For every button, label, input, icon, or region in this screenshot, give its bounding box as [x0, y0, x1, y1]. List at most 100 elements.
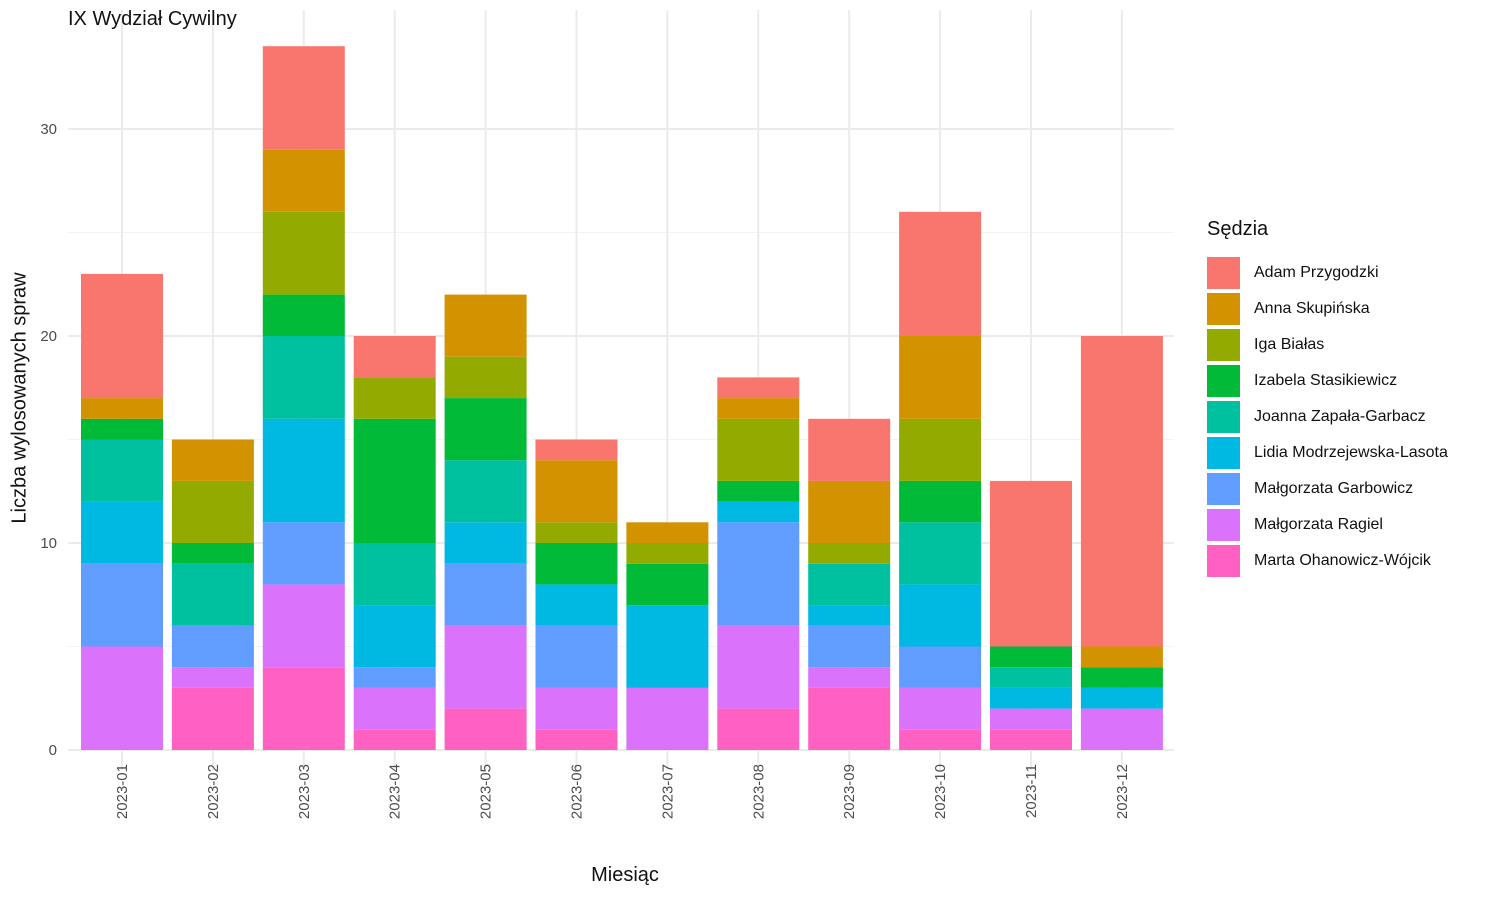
legend-swatch	[1207, 545, 1240, 577]
legend-label: Lidia Modrzejewska-Lasota	[1254, 444, 1448, 461]
legend-item: Lidia Modrzejewska-Lasota	[1207, 435, 1448, 471]
legend-swatch	[1207, 473, 1240, 505]
bar-segment	[171, 667, 254, 688]
bar-segment	[171, 439, 254, 481]
bar-segment	[990, 646, 1072, 668]
bar-segment	[899, 646, 982, 688]
bar-segment	[990, 667, 1072, 688]
bar-segment	[899, 211, 982, 336]
bar-segment	[171, 687, 254, 750]
bar-segment	[171, 480, 254, 543]
x-tick-label: 2023-06	[569, 764, 586, 819]
bar-segment	[353, 729, 436, 750]
bar-segment	[171, 563, 254, 626]
bar-segment	[262, 336, 345, 419]
bar-segment	[353, 605, 436, 668]
legend-swatch	[1207, 509, 1240, 541]
bar-segment	[717, 377, 800, 399]
bar-segment	[717, 501, 800, 523]
bar-segment	[808, 605, 891, 626]
bar-segment	[444, 356, 527, 399]
legend-label: Marta Ohanowicz-Wójcik	[1254, 552, 1431, 569]
chart-title: IX Wydział Cywilny	[68, 8, 237, 30]
bar-segment	[535, 729, 618, 750]
bar-segment	[262, 418, 345, 523]
bar-segment	[535, 625, 618, 688]
legend-item: Małgorzata Garbowicz	[1207, 471, 1448, 507]
legend-label: Małgorzata Ragiel	[1254, 516, 1383, 533]
legend-swatch	[1207, 401, 1240, 433]
bar-segment	[535, 439, 618, 461]
bar-segment	[808, 563, 891, 606]
bar-segment	[262, 149, 345, 212]
bar-segment	[81, 418, 163, 440]
legend-title: Sędzia	[1207, 218, 1269, 240]
bar-segment	[444, 708, 527, 750]
y-tick-label: 10	[40, 535, 57, 552]
y-axis-label: Liczba wylosowanych spraw	[8, 272, 31, 524]
legend-label: Izabela Stasikiewicz	[1254, 372, 1398, 389]
bar-segment	[1080, 336, 1163, 647]
bar-segment	[808, 687, 891, 750]
y-tick-label: 20	[40, 328, 57, 345]
legend-label: Adam Przygodzki	[1254, 264, 1379, 281]
bar-segment	[899, 480, 982, 523]
bar-segment	[81, 501, 163, 564]
legend-item: Adam Przygodzki	[1207, 255, 1448, 291]
x-tick-label: 2023-10	[932, 764, 949, 819]
bar-segment	[353, 687, 436, 730]
bar-segment	[717, 625, 800, 709]
bar-segment	[262, 522, 345, 585]
bar-segment	[444, 460, 527, 523]
bar-segment	[353, 667, 436, 688]
bar-segment	[808, 667, 891, 688]
bar-segment	[81, 398, 163, 419]
bar-segment	[535, 543, 618, 585]
bar-segment	[535, 687, 618, 730]
bar-segment	[1080, 687, 1163, 709]
bar-segment	[1080, 646, 1163, 668]
bar-segment	[535, 522, 618, 543]
bar-segment	[899, 418, 982, 481]
bar-segment	[353, 336, 436, 378]
bar-segment	[626, 687, 709, 750]
bars	[81, 46, 1163, 750]
bar-segment	[899, 522, 982, 585]
legend-label: Iga Białas	[1254, 336, 1325, 353]
bar-segment	[626, 605, 709, 688]
bar-segment	[717, 708, 800, 750]
legend-swatch	[1207, 365, 1240, 397]
legend-label: Anna Skupińska	[1254, 300, 1370, 317]
legend-swatch	[1207, 293, 1240, 325]
legend: Sędzia Adam Przygodzki Anna Skupińska Iga …	[1207, 218, 1448, 579]
bar-segment	[899, 687, 982, 730]
bar-segment	[899, 584, 982, 647]
bar-segment	[717, 522, 800, 626]
x-tick-label: 2023-09	[841, 764, 858, 819]
x-tick-label: 2023-02	[205, 764, 222, 819]
x-tick-label: 2023-08	[750, 764, 767, 819]
bar-segment	[353, 543, 436, 606]
bar-segment	[808, 418, 891, 481]
bar-segment	[990, 729, 1072, 750]
x-tick-label: 2023-01	[114, 764, 131, 819]
bar-segment	[1080, 667, 1163, 688]
bar-segment	[626, 522, 709, 543]
bar-segment	[626, 543, 709, 564]
bar-segment	[262, 211, 345, 295]
bar-segment	[353, 377, 436, 419]
legend-item: Izabela Stasikiewicz	[1207, 363, 1448, 399]
bar-segment	[81, 273, 163, 399]
bar-segment	[717, 418, 800, 481]
x-tick-label: 2023-05	[478, 764, 495, 819]
legend-item: Małgorzata Ragiel	[1207, 507, 1448, 543]
bar-segment	[808, 480, 891, 543]
bar-segment	[262, 667, 345, 750]
bar-segment	[535, 460, 618, 523]
bar-segment	[444, 294, 527, 357]
bar-segment	[717, 480, 800, 502]
x-tick-label: 2023-12	[1114, 764, 1131, 819]
bar-segment	[444, 563, 527, 626]
y-tick-label: 0	[49, 742, 57, 759]
